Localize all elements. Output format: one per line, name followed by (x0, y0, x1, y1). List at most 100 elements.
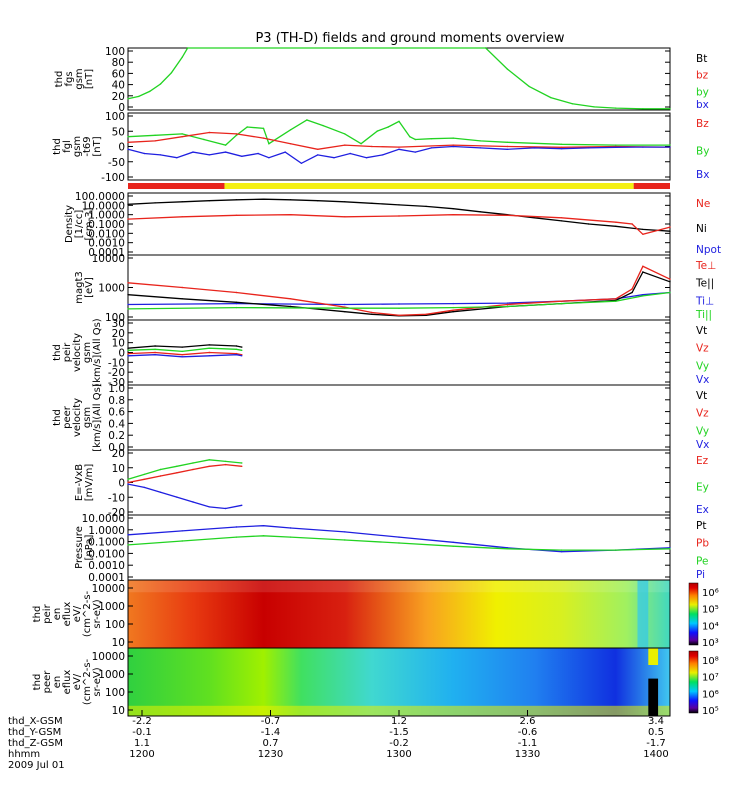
panel-frame (127, 319, 671, 386)
series-Bz (127, 131, 671, 150)
data-point (159, 154, 162, 156)
panel-frame (127, 384, 671, 451)
ylabel-line: thd (54, 71, 65, 88)
legend-Ne: Ne (696, 198, 710, 210)
data-point (127, 136, 129, 138)
data-point (127, 148, 129, 150)
data-point (560, 302, 563, 305)
data-point (631, 288, 633, 290)
data-point (560, 549, 563, 551)
ylabel-line: fgl (62, 140, 73, 153)
ytick-label: 100 (105, 312, 125, 324)
data-point (235, 345, 238, 347)
ytick-label: 0.0001 (88, 247, 125, 259)
data-point (615, 144, 617, 146)
legend-Vz: Vz (696, 408, 709, 420)
data-point (365, 157, 368, 159)
data-point (452, 545, 454, 547)
ylabel-line: gsm (82, 342, 93, 363)
ylabel-line: eV/ (72, 605, 83, 622)
data-point (398, 536, 400, 538)
ephemeris-row-label: thd_X-GSM (8, 716, 63, 727)
data-point (642, 265, 644, 267)
ylabel-line: [cm-3] (84, 207, 95, 240)
data-point (127, 203, 129, 205)
data-point (560, 300, 563, 302)
data-point (506, 302, 509, 304)
data-point (333, 157, 335, 159)
data-point (452, 145, 454, 148)
series-Vx (127, 354, 242, 358)
data-point (181, 346, 183, 348)
ephemeris-value: 0.5 (648, 727, 664, 738)
data-point (344, 307, 346, 309)
data-point (176, 465, 178, 467)
data-point (452, 137, 454, 139)
ylabel-line: thd (52, 344, 63, 361)
data-point (181, 286, 183, 289)
colorbar-tick-label: 10⁵ (702, 706, 719, 717)
data-point (170, 72, 173, 74)
legend-Vx: Vx (696, 439, 709, 451)
data-point (344, 133, 346, 135)
data-point (485, 47, 487, 49)
data-point (300, 162, 303, 164)
ytick-label: 0.0 (108, 442, 125, 454)
data-point (414, 151, 416, 153)
ylabel-line: eflux (62, 670, 73, 695)
data-point (452, 208, 454, 210)
ytick-label: 40 (112, 80, 125, 92)
data-point (235, 134, 238, 136)
data-point (181, 540, 183, 542)
colorbar-tick-label: 10⁵ (702, 605, 719, 616)
data-point (322, 124, 324, 127)
data-point (452, 214, 454, 216)
data-point (642, 271, 644, 273)
ylabel-line: thd (52, 138, 63, 155)
data-point (593, 106, 595, 108)
data-point (615, 225, 617, 227)
spectrogram-gap (637, 580, 649, 648)
data-point (409, 136, 411, 138)
data-point (615, 300, 617, 302)
data-point (425, 205, 427, 208)
ylabel-line: [eV] (84, 277, 95, 298)
panel-temp: 10000 1000 100 Te⊥ Te|| Ti⊥ Ti|| magt3 [eV] (74, 253, 716, 324)
data-point (289, 129, 292, 131)
ylabel-line: Pressure (74, 526, 85, 569)
data-point (669, 281, 671, 283)
data-point (262, 137, 265, 139)
ylabel-line: E=-VxB (74, 464, 85, 501)
data-point (344, 303, 346, 306)
legend-Ez: Ez (696, 455, 709, 467)
data-point (262, 198, 265, 200)
data-point (235, 214, 238, 216)
ylabel-line: sr-eV) (92, 599, 103, 628)
data-point (127, 481, 129, 484)
data-point (642, 146, 644, 148)
legend-Bx: Bx (696, 169, 709, 181)
ephemeris-value: -0.7 (261, 716, 281, 727)
data-point (452, 309, 454, 311)
data-point (506, 303, 509, 306)
data-point (669, 226, 671, 228)
ytick-label: 0 (118, 102, 125, 114)
legend-Npot: Npot (696, 244, 721, 256)
data-point (560, 146, 563, 148)
spectrogram-mark-top (648, 648, 659, 665)
ylabel-line: peir (62, 342, 73, 362)
colorbar-tick-label: 10³ (702, 638, 719, 649)
ylabel-line: (cm^2-s- (82, 658, 93, 705)
ephemeris-value: 2.6 (520, 716, 536, 727)
data-point (192, 151, 194, 153)
data-point (246, 126, 248, 128)
ylabel-line: -t69 (82, 136, 93, 156)
data-point (159, 468, 162, 471)
colorbar-tick-label: 10⁴ (702, 621, 719, 632)
data-point (154, 134, 156, 136)
data-point (360, 143, 362, 145)
time-tick-label: 1200 (129, 749, 154, 760)
series-Ez (127, 463, 242, 484)
ytick-label: 80 (112, 57, 125, 69)
legend-Pe: Pe (696, 555, 708, 567)
